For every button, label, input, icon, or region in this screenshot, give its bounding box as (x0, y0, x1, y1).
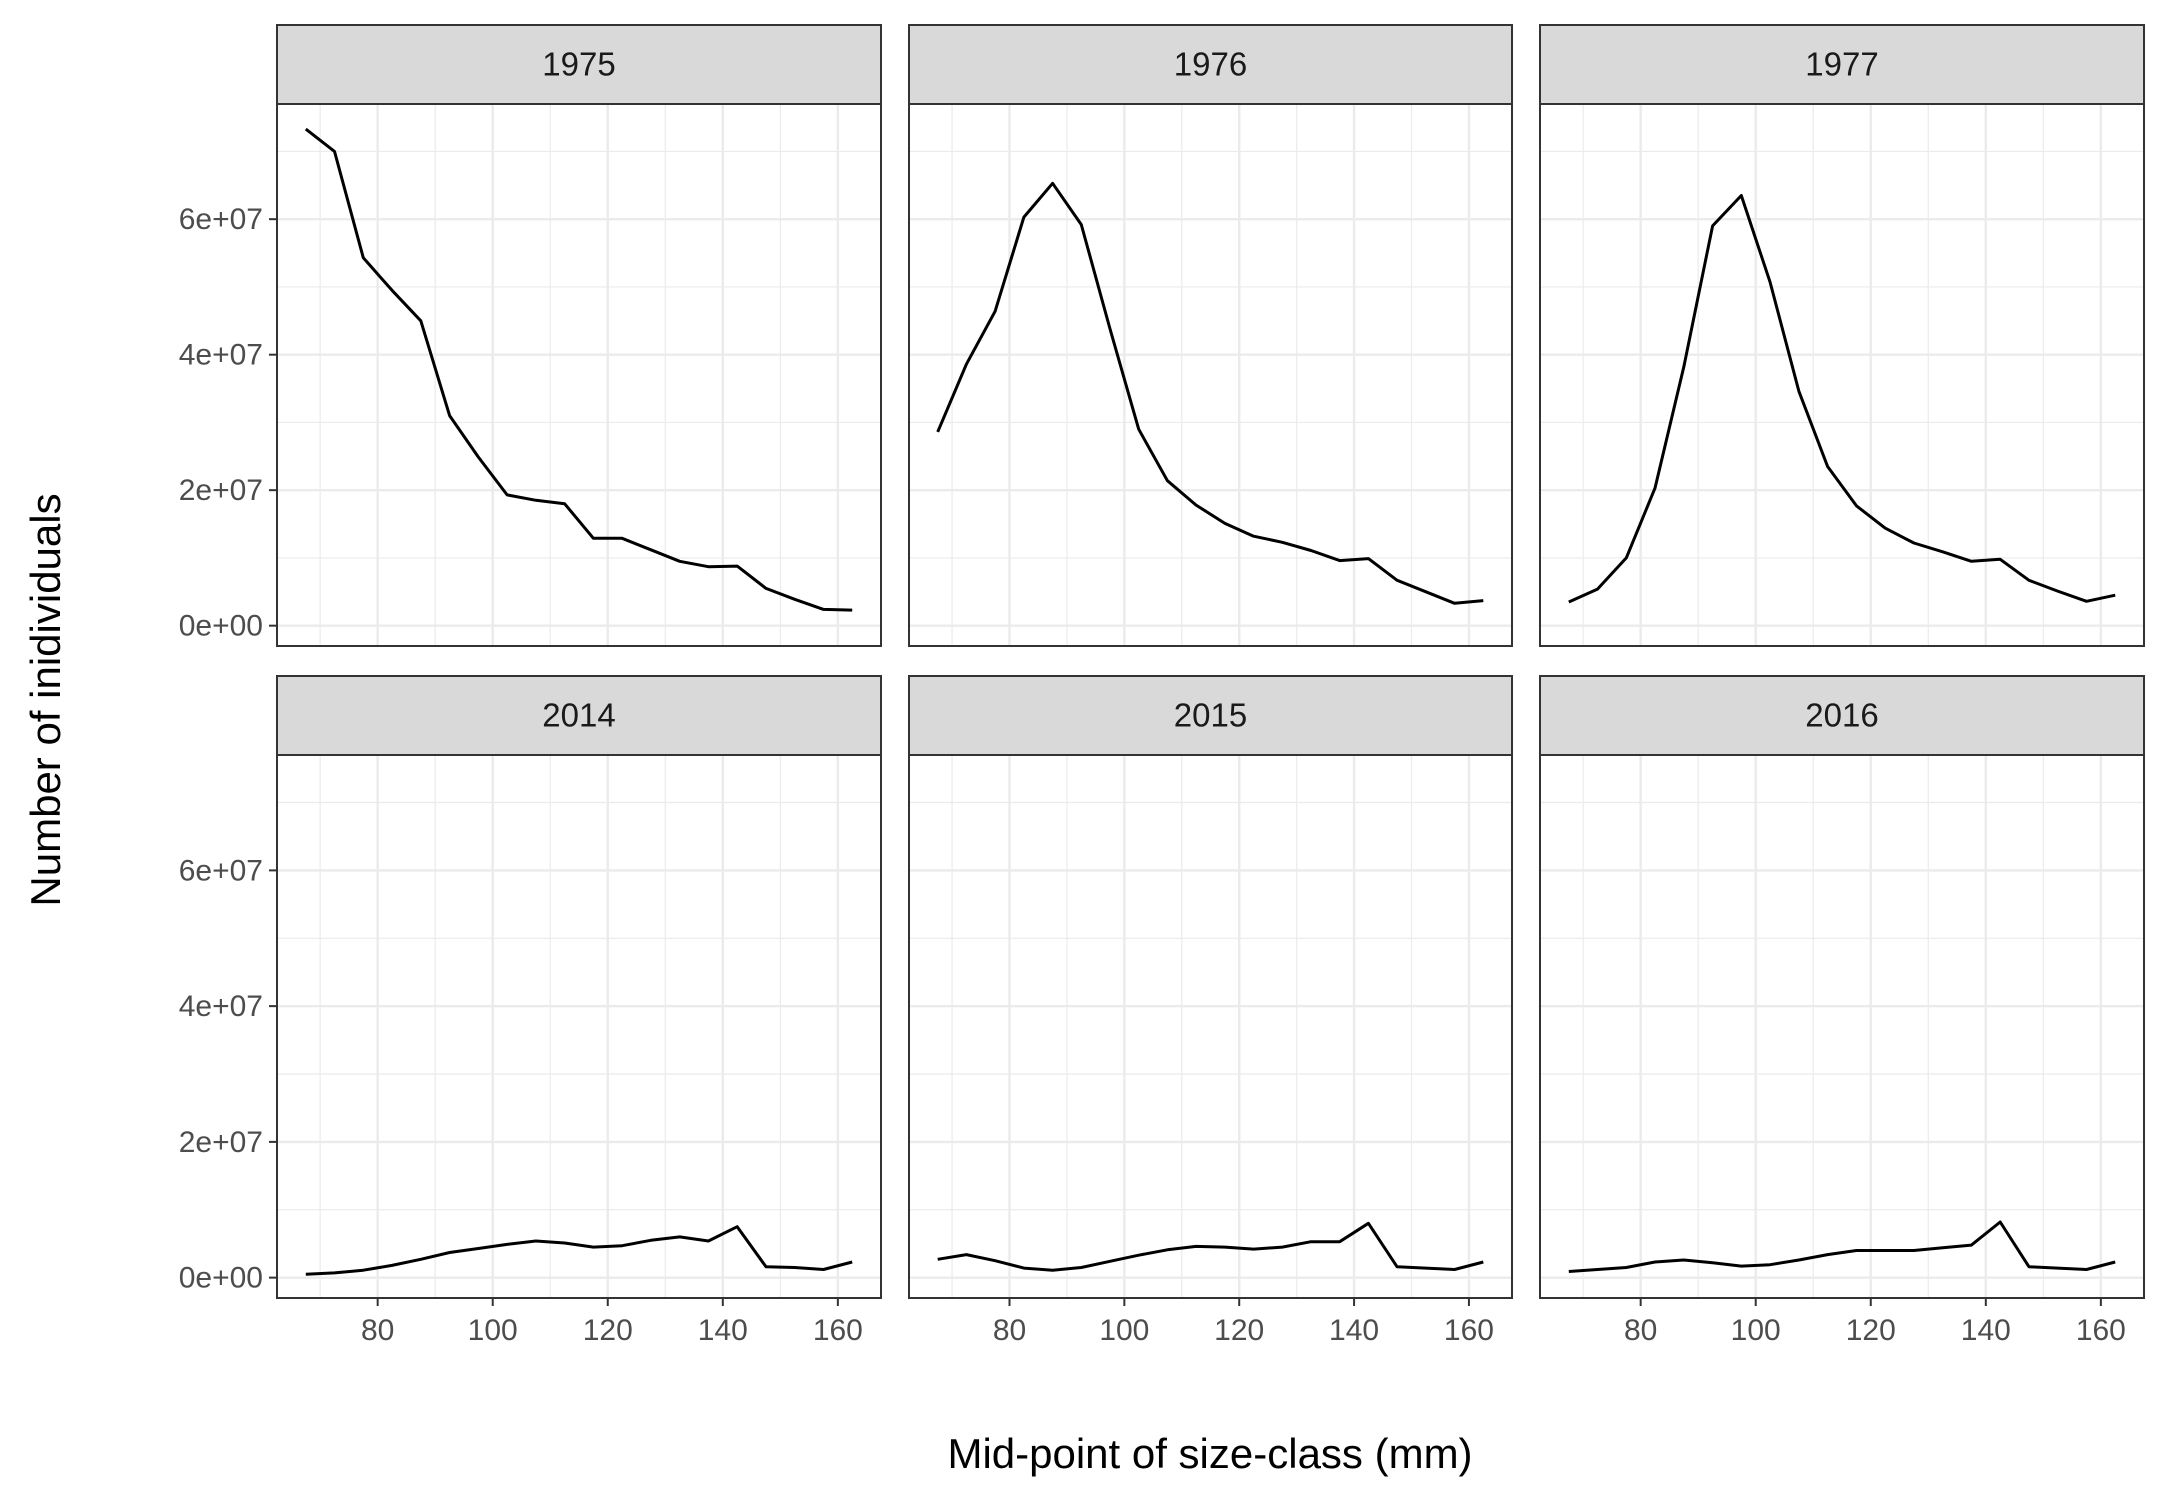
x-tick-label: 140 (1961, 1314, 2011, 1347)
series-line-1975 (304, 127, 853, 612)
facet-strip (908, 675, 1513, 756)
series-line-1976 (936, 181, 1484, 605)
facet-strip-label: 2014 (542, 697, 615, 734)
x-tick-label: 80 (993, 1314, 1026, 1347)
x-tick-label: 80 (1624, 1314, 1657, 1347)
panel-background (1540, 755, 2144, 1298)
facet-panel-2015: 2015 80 100 120 140 160 (908, 675, 1513, 1347)
x-tick-label: 100 (1099, 1314, 1149, 1347)
series-line-1977 (1568, 194, 2116, 604)
y-tick-label: 2e+07 (179, 1126, 263, 1159)
panel-background (1540, 104, 2144, 646)
panel-background (277, 104, 881, 646)
panel-background (909, 755, 1512, 1298)
facet-panel-2016: 2016 80 100 120 140 160 (1539, 675, 2145, 1347)
y-tick-label: 6e+07 (179, 854, 263, 887)
facet-strip (1539, 24, 2145, 105)
y-tick-label: 2e+07 (179, 474, 263, 507)
facet-panel-2014: 2014 0e+00 2e+07 4e+07 6e+07 80 100 120 140 160 (179, 675, 882, 1347)
facet-panel-1977: 1977 (1539, 24, 2145, 647)
series-line-2014 (305, 1225, 853, 1276)
facet-strip-label: 1977 (1805, 46, 1878, 83)
y-tick-label: 0e+00 (179, 610, 263, 643)
facet-strip (276, 675, 882, 756)
facet-strip (276, 24, 882, 105)
facet-strip-label: 1976 (1174, 46, 1247, 83)
x-tick-label: 100 (468, 1314, 518, 1347)
facet-strip (1539, 675, 2145, 756)
x-axis-title: Mid-point of size-class (mm) (947, 1430, 1472, 1477)
series-line-2016 (1568, 1220, 2116, 1273)
x-tick-label: 80 (361, 1314, 394, 1347)
facet-panels: 1975 0e+00 2e+07 4e+07 6e+07 1976 1977 2014 0e+0… (179, 24, 2145, 1347)
x-tick-label: 160 (1444, 1314, 1494, 1347)
facet-strip-label: 2016 (1805, 697, 1878, 734)
x-tick-label: 160 (2076, 1314, 2126, 1347)
y-tick-label: 4e+07 (179, 339, 263, 372)
y-tick-label: 0e+00 (179, 1262, 263, 1295)
x-tick-label: 140 (698, 1314, 748, 1347)
y-tick-label: 4e+07 (179, 990, 263, 1023)
x-tick-label: 100 (1731, 1314, 1781, 1347)
x-tick-label: 120 (583, 1314, 633, 1347)
panel-background (909, 104, 1512, 646)
series-line-2015 (937, 1221, 1484, 1272)
facet-strip-label: 1975 (542, 46, 615, 83)
facet-panel-1976: 1976 (908, 24, 1513, 647)
y-axis-title: Number of inidividuals (22, 493, 69, 906)
x-tick-label: 160 (813, 1314, 863, 1347)
facet-panel-1975: 1975 0e+00 2e+07 4e+07 6e+07 (179, 24, 882, 647)
x-tick-label: 140 (1329, 1314, 1379, 1347)
x-tick-label: 120 (1214, 1314, 1264, 1347)
panel-background (277, 755, 881, 1298)
facet-strip-label: 2015 (1174, 697, 1247, 734)
x-tick-label: 120 (1846, 1314, 1896, 1347)
facet-strip (908, 24, 1513, 105)
y-tick-label: 6e+07 (179, 203, 263, 236)
